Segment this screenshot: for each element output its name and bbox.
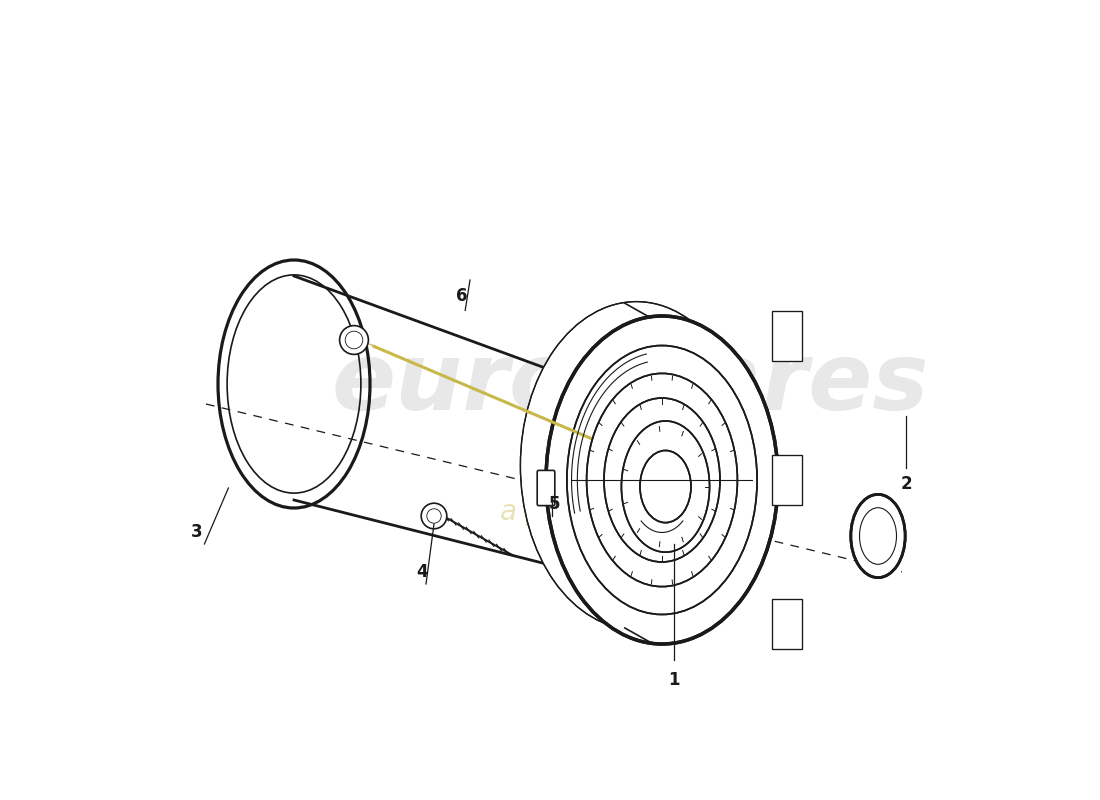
Ellipse shape <box>621 421 710 552</box>
Text: 1: 1 <box>669 671 680 689</box>
Text: 2: 2 <box>900 475 912 493</box>
FancyBboxPatch shape <box>771 311 802 361</box>
Text: eurospares: eurospares <box>331 338 928 430</box>
Text: a passion for parts: a passion for parts <box>500 498 760 526</box>
Text: 3: 3 <box>190 523 202 541</box>
FancyBboxPatch shape <box>537 470 554 506</box>
Ellipse shape <box>586 374 737 586</box>
Ellipse shape <box>640 450 691 522</box>
Ellipse shape <box>566 346 757 614</box>
Text: 4: 4 <box>416 563 428 581</box>
FancyBboxPatch shape <box>771 455 802 505</box>
Ellipse shape <box>546 316 778 644</box>
Circle shape <box>421 503 447 529</box>
Circle shape <box>340 326 368 354</box>
Circle shape <box>345 331 363 349</box>
FancyBboxPatch shape <box>771 599 802 649</box>
Ellipse shape <box>850 494 905 578</box>
Circle shape <box>427 509 441 523</box>
Ellipse shape <box>520 302 752 630</box>
Text: 6: 6 <box>456 287 468 305</box>
Ellipse shape <box>604 398 721 562</box>
Text: 5: 5 <box>548 495 560 513</box>
